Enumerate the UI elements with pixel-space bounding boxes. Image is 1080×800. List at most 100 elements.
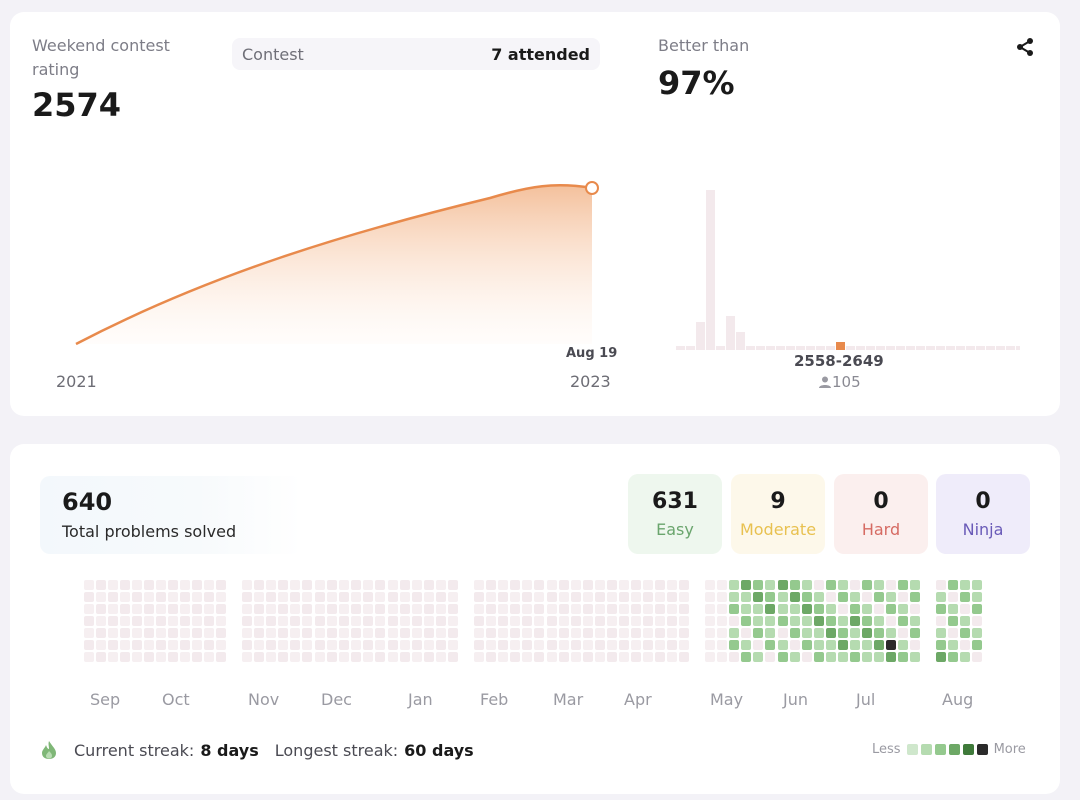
histogram-bar xyxy=(896,346,905,350)
heatmap-cell xyxy=(679,640,689,650)
histogram-bar xyxy=(876,346,885,350)
heatmap-cell xyxy=(972,640,982,650)
heatmap-cell xyxy=(424,652,434,662)
heatmap-cell xyxy=(351,604,361,614)
heatmap-cell xyxy=(254,652,264,662)
heatmap-cell xyxy=(315,604,325,614)
heatmap-cell xyxy=(315,592,325,602)
heatmap-cell xyxy=(486,628,496,638)
heatmap-cell xyxy=(156,652,166,662)
heatmap-cell xyxy=(679,592,689,602)
heatmap-cell xyxy=(84,628,94,638)
heatmap-cell xyxy=(144,616,154,626)
legend-swatch xyxy=(906,744,918,755)
histogram-count: 105 xyxy=(818,373,861,391)
heatmap-cell xyxy=(838,616,848,626)
heatmap-cell xyxy=(192,604,202,614)
heatmap-cell xyxy=(132,592,142,602)
heatmap-cell xyxy=(388,604,398,614)
heatmap-cell xyxy=(595,580,605,590)
heatmap-cell xyxy=(192,640,202,650)
heatmap-cell xyxy=(412,592,422,602)
longest-streak-value: 60 days xyxy=(404,740,474,760)
heatmap-cell xyxy=(290,580,300,590)
histogram-bar xyxy=(886,346,895,350)
heatmap-cell xyxy=(571,628,581,638)
heatmap-cell xyxy=(216,592,226,602)
heatmap-cell xyxy=(436,652,446,662)
histogram-bar xyxy=(676,346,685,350)
heatmap-cell xyxy=(278,640,288,650)
heatmap-cell xyxy=(266,580,276,590)
legend-more-label: More xyxy=(993,742,1026,757)
heatmap-cell xyxy=(936,652,946,662)
heatmap-cell xyxy=(874,640,884,650)
heatmap-cell xyxy=(667,604,677,614)
heatmap-cell xyxy=(315,616,325,626)
heatmap-cell xyxy=(339,616,349,626)
month-label: Oct xyxy=(162,690,190,709)
difficulty-hard[interactable]: 0 Hard xyxy=(834,474,928,554)
heatmap-cell xyxy=(168,616,178,626)
heatmap-cell xyxy=(705,592,715,602)
heatmap-cell xyxy=(448,616,458,626)
heatmap-cell xyxy=(351,628,361,638)
heatmap-cell xyxy=(424,628,434,638)
heatmap-cell xyxy=(510,580,520,590)
heatmap-cell xyxy=(242,640,252,650)
heatmap-cell xyxy=(474,616,484,626)
heatmap-cell xyxy=(448,592,458,602)
histogram-bar xyxy=(826,346,835,350)
histogram-bar-highlight xyxy=(836,342,845,350)
heatmap-cell xyxy=(679,580,689,590)
heatmap-cell xyxy=(826,592,836,602)
difficulty-ninja[interactable]: 0 Ninja xyxy=(936,474,1030,554)
heatmap-cell xyxy=(898,652,908,662)
total-problems-box: 640 Total problems solved xyxy=(40,476,302,554)
heatmap-cell xyxy=(290,640,300,650)
heatmap-cell xyxy=(436,628,446,638)
histogram-bar xyxy=(696,322,705,350)
difficulty-moderate[interactable]: 9 Moderate xyxy=(731,474,825,554)
heatmap-cell xyxy=(874,616,884,626)
heatmap-cell xyxy=(96,616,106,626)
heatmap-cell xyxy=(655,580,665,590)
histogram-bar xyxy=(916,346,925,350)
heatmap-cell xyxy=(874,592,884,602)
heatmap-cell xyxy=(168,592,178,602)
heatmap-cell xyxy=(802,652,812,662)
heatmap-cell xyxy=(705,616,715,626)
heatmap-cell xyxy=(862,652,872,662)
heatmap-cell xyxy=(132,580,142,590)
heatmap-cell xyxy=(412,628,422,638)
difficulty-easy[interactable]: 631 Easy xyxy=(628,474,722,554)
heatmap-cell xyxy=(936,592,946,602)
heatmap-cell xyxy=(753,640,763,650)
heatmap-cell xyxy=(144,604,154,614)
heatmap-cell xyxy=(571,616,581,626)
heatmap-cell xyxy=(486,580,496,590)
histogram-bar xyxy=(946,346,955,350)
heatmap-cell xyxy=(936,640,946,650)
heatmap-cell xyxy=(972,580,982,590)
heatmap-cell xyxy=(559,652,569,662)
heatmap-cell xyxy=(156,580,166,590)
heatmap-cell xyxy=(363,640,373,650)
heatmap-cell xyxy=(898,628,908,638)
heatmap-cell xyxy=(180,592,190,602)
heatmap-cell xyxy=(910,640,920,650)
heatmap-cell xyxy=(302,592,312,602)
share-icon[interactable] xyxy=(1014,36,1036,58)
heatmap-cell xyxy=(436,604,446,614)
legend-swatch xyxy=(920,744,932,755)
rating-line xyxy=(75,184,593,346)
heatmap-cell xyxy=(619,604,629,614)
heatmap-cell xyxy=(254,616,264,626)
heatmap-cell xyxy=(302,616,312,626)
heatmap-cell xyxy=(655,616,665,626)
heatmap-cell xyxy=(339,652,349,662)
heatmap-cell xyxy=(910,580,920,590)
heatmap-cell xyxy=(874,580,884,590)
heatmap-cell xyxy=(765,628,775,638)
heatmap-cell xyxy=(474,628,484,638)
